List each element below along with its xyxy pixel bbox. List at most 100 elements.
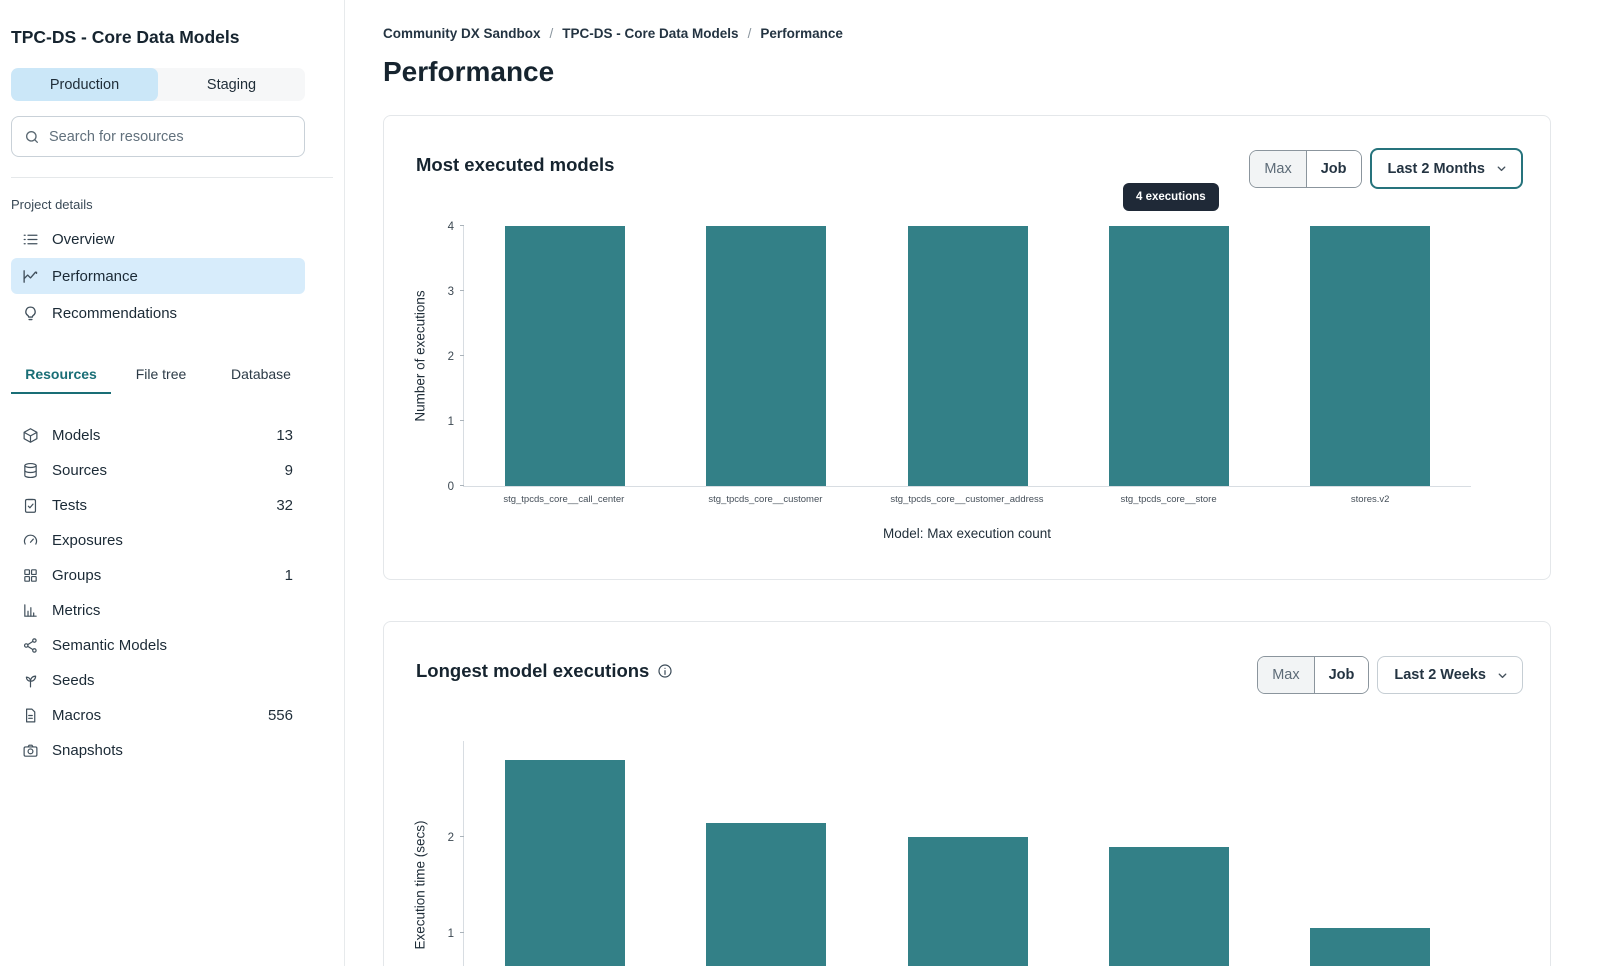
job-button[interactable]: Job bbox=[1306, 151, 1361, 187]
y-axis-tick-mark bbox=[460, 290, 464, 291]
most-executed-models-card: Most executed models Max Job Last 2 Mont… bbox=[383, 115, 1551, 580]
max-button[interactable]: Max bbox=[1250, 151, 1307, 187]
resource-row-metrics[interactable]: Metrics bbox=[11, 593, 305, 628]
chart-bar-3[interactable] bbox=[1108, 846, 1229, 966]
resource-label: Tests bbox=[52, 497, 88, 514]
resource-label: Macros bbox=[52, 707, 102, 724]
bar-slot bbox=[464, 226, 665, 486]
resource-row-macros[interactable]: Macros 556 bbox=[11, 698, 305, 733]
resource-count: 556 bbox=[267, 707, 293, 724]
clipboard-check-icon bbox=[22, 497, 39, 514]
lightbulb-icon bbox=[22, 305, 39, 322]
chart-bar-4[interactable] bbox=[1310, 928, 1431, 966]
sidebar: TPC-DS - Core Data Models Production Sta… bbox=[0, 0, 345, 966]
sidebar-divider bbox=[11, 177, 333, 178]
chart-bar-2[interactable] bbox=[907, 226, 1028, 486]
y-axis-tick-mark bbox=[460, 420, 464, 421]
chart-bar-1[interactable] bbox=[706, 822, 827, 966]
production-tab[interactable]: Production bbox=[11, 68, 158, 101]
resource-count: 13 bbox=[276, 427, 293, 444]
y-axis-label: Execution time (secs) bbox=[412, 820, 428, 950]
resource-count: 32 bbox=[276, 497, 293, 514]
job-button[interactable]: Job bbox=[1314, 657, 1369, 693]
card-header: Most executed models Max Job Last 2 Mont… bbox=[384, 116, 1550, 189]
breadcrumb-current: Performance bbox=[760, 26, 843, 41]
y-axis-tick-label: 2 bbox=[447, 832, 454, 844]
line-chart-icon bbox=[22, 268, 39, 285]
breadcrumb: Community DX Sandbox / TPC-DS - Core Dat… bbox=[383, 26, 1551, 41]
time-range-dropdown[interactable]: Last 2 Months bbox=[1369, 148, 1523, 189]
tab-file-tree[interactable]: File tree bbox=[135, 366, 187, 382]
tab-database[interactable]: Database bbox=[231, 366, 291, 382]
resource-label: Exposures bbox=[52, 532, 123, 549]
y-axis-tick-label: 1 bbox=[447, 416, 454, 428]
bars-row bbox=[464, 741, 1471, 966]
sidebar-item-performance[interactable]: Performance bbox=[11, 258, 305, 294]
resource-label: Metrics bbox=[52, 602, 101, 619]
project-title: TPC-DS - Core Data Models bbox=[11, 27, 240, 47]
breadcrumb-separator: / bbox=[747, 26, 752, 41]
x-axis-tick-label: stores.v2 bbox=[1350, 494, 1390, 505]
resource-count: 9 bbox=[284, 462, 293, 479]
breadcrumb-link-project[interactable]: TPC-DS - Core Data Models bbox=[562, 26, 739, 41]
chart-bar-2[interactable] bbox=[907, 837, 1028, 966]
chart-plot-area: Execution time (secs) 1 2 bbox=[413, 741, 1471, 966]
project-details-label: Project details bbox=[11, 197, 93, 212]
chart-bar-4[interactable] bbox=[1310, 226, 1431, 486]
y-axis-label: Number of executions bbox=[412, 290, 428, 422]
resource-count: 1 bbox=[284, 567, 293, 584]
project-nav: Overview Performance Recommendations bbox=[0, 221, 344, 331]
resource-row-tests[interactable]: Tests 32 bbox=[11, 488, 305, 523]
breadcrumb-separator: / bbox=[549, 26, 554, 41]
card-title: Longest model executions bbox=[416, 660, 650, 681]
time-range-dropdown[interactable]: Last 2 Weeks bbox=[1377, 656, 1523, 694]
resource-label: Groups bbox=[52, 567, 102, 584]
y-axis-tick-mark bbox=[460, 225, 464, 226]
y-axis-tick-label: 2 bbox=[447, 351, 454, 363]
cube-icon bbox=[22, 427, 39, 444]
y-axis-tick-mark bbox=[460, 485, 464, 486]
chevron-down-icon bbox=[1496, 669, 1509, 682]
y-axis-tick-mark bbox=[460, 836, 464, 837]
search-input-wrapper bbox=[11, 116, 305, 157]
resource-row-seeds[interactable]: Seeds bbox=[11, 663, 305, 698]
chart-bar-0[interactable] bbox=[504, 760, 625, 966]
chart-bar-3[interactable] bbox=[1108, 226, 1229, 486]
chart-bar-1[interactable] bbox=[706, 226, 827, 486]
resource-row-semantic-models[interactable]: Semantic Models bbox=[11, 628, 305, 663]
x-axis-tick-label: stg_tpcds_core__customer bbox=[708, 494, 823, 505]
max-button[interactable]: Max bbox=[1258, 657, 1315, 693]
file-text-icon bbox=[22, 707, 39, 724]
resources-list: Models 13 Sources 9 Tests 32 Exposures G… bbox=[0, 418, 344, 768]
tab-resources[interactable]: Resources bbox=[11, 358, 111, 394]
resource-label: Models bbox=[52, 427, 101, 444]
sidebar-item-overview[interactable]: Overview bbox=[11, 221, 305, 257]
sidebar-item-label: Overview bbox=[52, 230, 115, 248]
y-axis-tick-label: 1 bbox=[447, 928, 454, 940]
resource-label: Snapshots bbox=[52, 742, 123, 759]
sidebar-item-recommendations[interactable]: Recommendations bbox=[11, 295, 305, 331]
chart-tooltip: 4 executions bbox=[1123, 183, 1219, 211]
bar-slot bbox=[665, 226, 866, 486]
bar-slot bbox=[1068, 741, 1269, 966]
resource-row-models[interactable]: Models 13 bbox=[11, 418, 305, 453]
resource-row-sources[interactable]: Sources 9 bbox=[11, 453, 305, 488]
chart-bar-0[interactable] bbox=[504, 226, 625, 486]
search-input[interactable] bbox=[49, 128, 292, 145]
share-nodes-icon bbox=[22, 637, 39, 654]
most-executed-chart: Number of executions 0 1 2 3 4 stg_tpcds_cor… bbox=[413, 221, 1471, 541]
main-content: Community DX Sandbox / TPC-DS - Core Dat… bbox=[345, 0, 1621, 966]
sidebar-item-label: Performance bbox=[52, 267, 138, 285]
resource-row-exposures[interactable]: Exposures bbox=[11, 523, 305, 558]
max-job-toggle: Max Job bbox=[1249, 150, 1362, 188]
resource-label: Sources bbox=[52, 462, 108, 479]
staging-tab[interactable]: Staging bbox=[158, 68, 305, 101]
resource-row-groups[interactable]: Groups 1 bbox=[11, 558, 305, 593]
resource-row-snapshots[interactable]: Snapshots bbox=[11, 733, 305, 768]
info-icon[interactable] bbox=[657, 663, 673, 679]
y-axis-tick-label: 4 bbox=[447, 221, 454, 233]
bar-slot bbox=[867, 226, 1068, 486]
breadcrumb-link-sandbox[interactable]: Community DX Sandbox bbox=[383, 26, 541, 41]
grid-icon bbox=[22, 567, 39, 584]
